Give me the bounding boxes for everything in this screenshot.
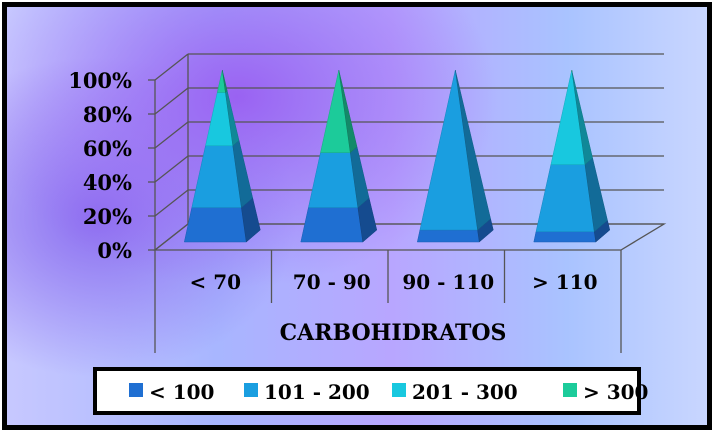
pyramid-segment-front xyxy=(536,165,594,232)
x-tick-labels: < 70 70 - 90 90 - 110 > 110 xyxy=(189,270,597,294)
y-tick-label: 60% xyxy=(83,136,132,161)
legend-label: 201 - 300 xyxy=(412,380,518,404)
legend-swatch xyxy=(129,383,143,397)
y-tick-label: 100% xyxy=(68,68,132,93)
legend-label: 101 - 200 xyxy=(264,380,370,404)
y-tick-label: 20% xyxy=(83,204,132,229)
pyramid-segment-front xyxy=(534,232,596,242)
pyramid-segment-front xyxy=(417,230,479,242)
y-tick-labels: 0% 20% 40% 60% 80% 100% xyxy=(68,68,132,263)
y-tick-label: 0% xyxy=(97,238,132,263)
grid-diagonal xyxy=(155,122,188,148)
y-tick-label: 40% xyxy=(83,170,132,195)
grid-diagonal xyxy=(155,54,188,80)
x-tick-label: < 70 xyxy=(189,270,241,294)
pyramid-segment-front xyxy=(184,208,246,242)
pyramid-segment-front xyxy=(308,153,358,208)
legend-swatch xyxy=(563,383,577,397)
legend-swatch xyxy=(392,383,406,397)
grid-diagonal xyxy=(155,190,188,216)
y-tick-label: 80% xyxy=(83,102,132,127)
legend: < 100 101 - 200 201 - 300 > 300 xyxy=(95,369,648,413)
legend-label: > 300 xyxy=(583,380,648,404)
chart-frame: 0% 20% 40% 60% 80% 100% < 70 70 - 90 90 - 110 > … xyxy=(2,2,712,430)
legend-swatch xyxy=(244,383,258,397)
x-tick-label: > 110 xyxy=(532,270,597,294)
grid-diagonal xyxy=(155,88,188,114)
grid-diagonal xyxy=(155,156,188,182)
x-tick-label: 70 - 90 xyxy=(293,270,371,294)
x-tick-label: 90 - 110 xyxy=(402,270,494,294)
x-axis-title: CARBOHIDRATOS xyxy=(280,320,507,346)
legend-label: < 100 xyxy=(149,380,214,404)
pyramid-segment-front xyxy=(301,208,363,242)
pyramid-bar-chart: 0% 20% 40% 60% 80% 100% < 70 70 - 90 90 - 110 > … xyxy=(7,7,707,425)
